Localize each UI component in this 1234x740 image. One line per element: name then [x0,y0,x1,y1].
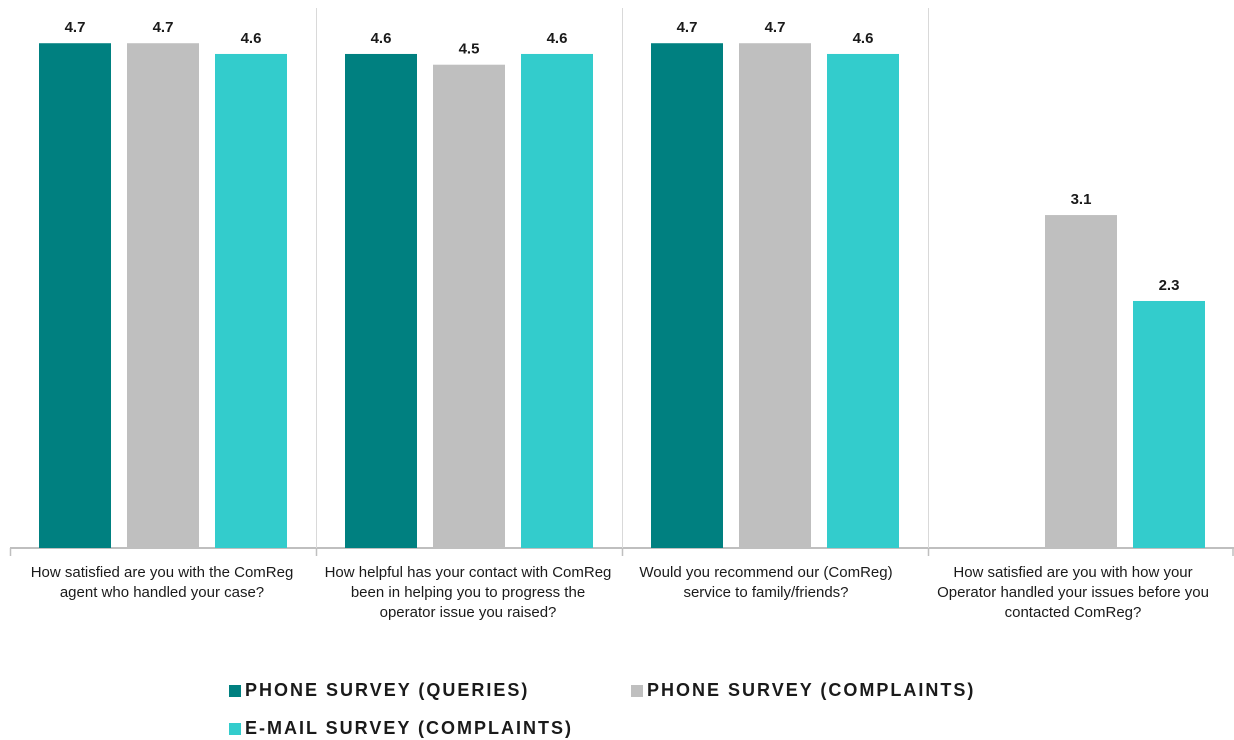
data-label: 4.6 [853,30,874,47]
data-labels-group: 4.7 4.7 4.6 4.6 4.5 4.6 4.7 4.7 4.6 3.1 2.3 [65,19,1180,294]
legend-item: PHONE SURVEY (QUERIES) [229,680,529,701]
data-label: 4.6 [371,30,392,47]
legend-swatch [229,722,241,735]
legend-label: PHONE SURVEY (QUERIES) [245,680,530,700]
bar [345,53,417,549]
legend-swatch [631,684,643,697]
bar [39,43,111,548]
data-label: 4.7 [153,19,174,36]
bar [1133,300,1205,548]
bar [215,53,287,549]
legend-label: E-MAIL SURVEY (COMPLAINTS) [245,718,574,738]
legend-label: PHONE SURVEY (COMPLAINTS) [647,680,976,700]
bar [521,53,593,549]
category-label: How satisfied are you with how your Oper… [937,564,1209,621]
data-label: 4.7 [65,19,86,36]
legend: PHONE SURVEY (QUERIES) PHONE SURVEY (COM… [0,675,1234,740]
category-label: How satisfied are you with the ComReg ag… [30,564,294,601]
bar [827,53,899,549]
bar [651,43,723,548]
bar-chart: 4.7 4.7 4.6 4.6 4.5 4.6 4.7 4.7 4.6 3.1 2.3 [9,8,1234,556]
category-label: How helpful has your contact with ComReg… [324,564,612,621]
data-label: 3.1 [1071,191,1092,208]
legend-swatch [229,684,241,697]
data-label: 4.6 [547,30,568,47]
category-label: Would you recommend our (ComReg) service… [639,564,893,601]
axis-group [9,8,1234,556]
data-label: 4.5 [459,41,480,58]
legend-item: PHONE SURVEY (COMPLAINTS) [631,680,975,701]
bar [739,43,811,548]
bar [127,43,199,548]
data-label: 4.7 [765,19,786,36]
bars-group [39,43,1205,549]
data-label: 2.3 [1159,277,1180,294]
bar [1045,215,1117,548]
legend-item: E-MAIL SURVEY (COMPLAINTS) [229,718,573,739]
bar [433,64,505,548]
data-label: 4.6 [241,30,262,47]
data-label: 4.7 [677,19,698,36]
